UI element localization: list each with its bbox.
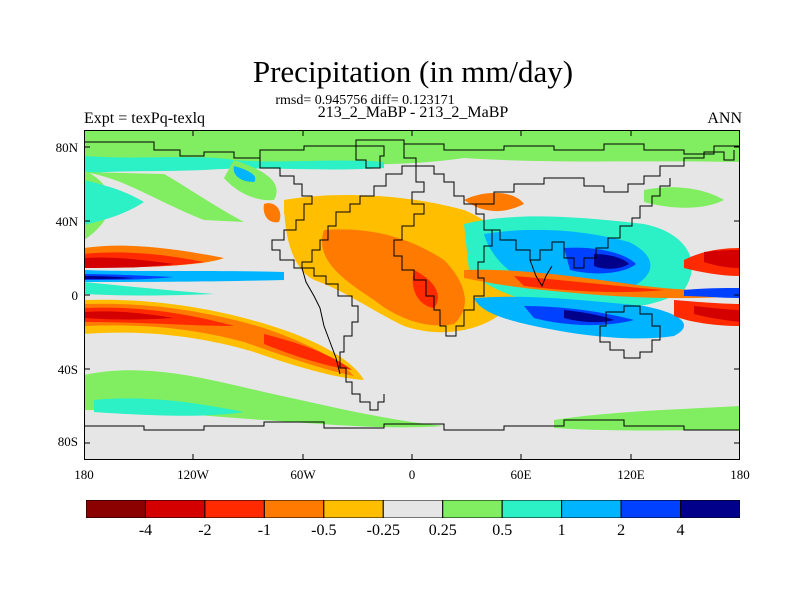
colorbar-box	[263, 499, 325, 519]
colorbar-box	[620, 499, 682, 519]
colorbar-label: 0.25	[428, 522, 457, 539]
lon-label-180w: 180	[74, 467, 94, 482]
colorbar-label: 0.5	[492, 522, 513, 539]
experiment-label: Expt = texPq-texlq	[84, 110, 206, 127]
colorbar-box	[442, 499, 503, 519]
colorbar-box	[204, 499, 265, 519]
figure-title: Precipitation (in mm/day)	[252, 54, 574, 89]
colorbar-box	[680, 499, 741, 519]
colorbar-label: 1	[557, 522, 566, 539]
subtitle: 213_2_MaBP - 213_2_MaBP	[317, 104, 509, 121]
lat-label-40s: 40S	[57, 362, 78, 377]
colorbar-box	[501, 499, 563, 519]
coastlines	[84, 139, 740, 431]
lat-label-80n: 80N	[55, 140, 78, 155]
map-svg	[84, 130, 740, 460]
lon-label-120w: 120W	[177, 467, 209, 482]
colorbar-label: -0.5	[311, 522, 337, 539]
lon-label-0: 0	[408, 467, 416, 482]
colorbar-label: 4	[676, 522, 685, 539]
colorbar-box	[382, 499, 444, 519]
lat-label-eq: 0	[71, 288, 79, 303]
colorbar-box	[323, 499, 384, 519]
colorbar-box	[144, 499, 206, 519]
colorbar-label: -0.25	[366, 522, 400, 539]
colorbar-box	[561, 499, 622, 519]
lon-label-60w: 60W	[290, 467, 316, 482]
season-label: ANN	[707, 110, 742, 127]
lat-label-80s: 80S	[57, 434, 78, 449]
stats-text: rmsd= 0.945756 diff= 0.123171	[275, 93, 455, 108]
colorbar-box	[85, 499, 146, 519]
lon-label-180e: 180	[730, 467, 750, 482]
lon-label-60e: 60E	[510, 467, 532, 482]
colorbar-svg	[85, 499, 741, 519]
lat-label-40n: 40N	[55, 214, 78, 229]
precip-fields	[84, 130, 740, 460]
colorbar	[85, 499, 741, 519]
colorbar-label: -4	[138, 522, 153, 539]
colorbar-label: -1	[257, 522, 272, 539]
lon-label-120e: 120E	[617, 467, 645, 482]
colorbar-label: -2	[198, 522, 212, 539]
precipitation-map	[84, 130, 740, 460]
axis-ticks	[84, 130, 740, 460]
colorbar-label: 2	[617, 522, 626, 539]
